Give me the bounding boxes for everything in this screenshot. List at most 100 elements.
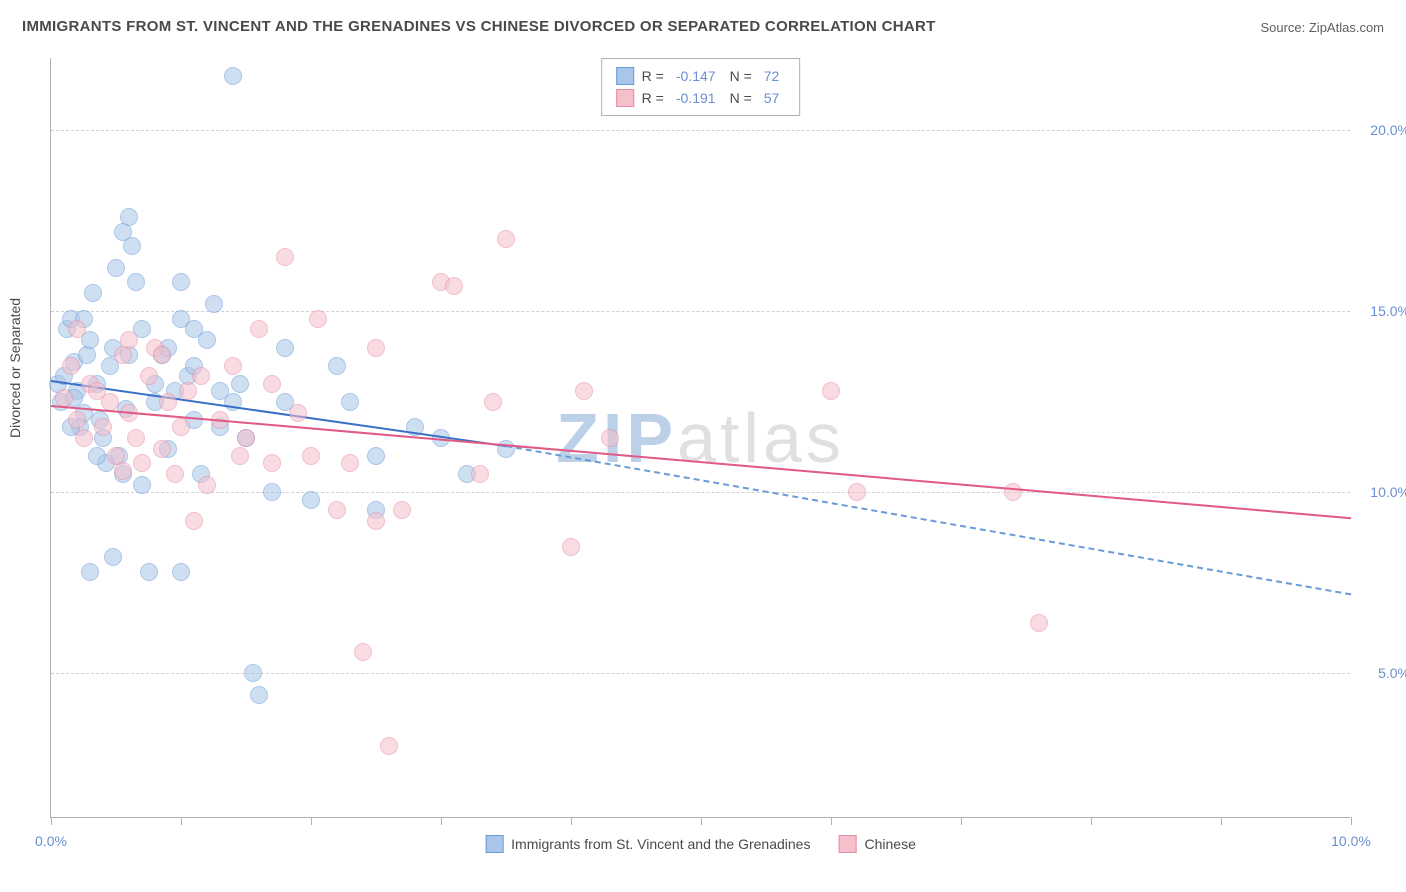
data-point — [328, 357, 346, 375]
data-point — [133, 454, 151, 472]
data-point — [224, 67, 242, 85]
data-point — [172, 273, 190, 291]
data-point — [367, 339, 385, 357]
data-point — [179, 382, 197, 400]
data-point — [263, 454, 281, 472]
gridline — [51, 311, 1350, 312]
data-point — [276, 248, 294, 266]
y-tick-label: 5.0% — [1355, 665, 1406, 681]
data-point — [562, 538, 580, 556]
data-point — [380, 737, 398, 755]
data-point — [341, 393, 359, 411]
data-point — [289, 404, 307, 422]
series-legend: Immigrants from St. Vincent and the Gren… — [485, 835, 916, 853]
legend-r-value-chinese: -0.191 — [676, 90, 716, 106]
data-point — [127, 273, 145, 291]
data-point — [205, 295, 223, 313]
data-point — [185, 320, 203, 338]
data-point — [848, 483, 866, 501]
legend-r-value-svg: -0.147 — [676, 68, 716, 84]
data-point — [484, 393, 502, 411]
x-tick — [961, 817, 962, 825]
data-point — [198, 476, 216, 494]
data-point — [250, 320, 268, 338]
data-point — [497, 440, 515, 458]
data-point — [224, 357, 242, 375]
data-point — [1004, 483, 1022, 501]
chart-title: IMMIGRANTS FROM ST. VINCENT AND THE GREN… — [22, 18, 936, 35]
legend-n-label: N = — [730, 90, 752, 106]
series-legend-item: Immigrants from St. Vincent and the Gren… — [485, 835, 810, 853]
source-attribution: Source: ZipAtlas.com — [1260, 20, 1384, 35]
data-point — [81, 563, 99, 581]
x-tick — [181, 817, 182, 825]
data-point — [328, 501, 346, 519]
data-point — [140, 367, 158, 385]
data-point — [68, 411, 86, 429]
data-point — [88, 447, 106, 465]
data-point — [153, 346, 171, 364]
x-tick — [831, 817, 832, 825]
data-point — [1030, 614, 1048, 632]
y-tick-label: 20.0% — [1355, 122, 1406, 138]
series-label-svg: Immigrants from St. Vincent and the Gren… — [511, 836, 810, 852]
data-point — [250, 686, 268, 704]
data-point — [120, 208, 138, 226]
data-point — [231, 447, 249, 465]
data-point — [231, 375, 249, 393]
data-point — [497, 230, 515, 248]
correlation-legend-row: R = -0.191 N = 57 — [616, 87, 786, 109]
gridline — [51, 130, 1350, 131]
x-tick — [311, 817, 312, 825]
regression-line — [51, 405, 1351, 519]
series-label-chinese: Chinese — [864, 836, 915, 852]
watermark-part2: atlas — [677, 399, 845, 477]
data-point — [237, 429, 255, 447]
data-point — [263, 375, 281, 393]
regression-line-extrapolated — [506, 445, 1351, 595]
data-point — [107, 259, 125, 277]
data-point — [822, 382, 840, 400]
data-point — [185, 512, 203, 530]
data-point — [101, 393, 119, 411]
data-point — [153, 440, 171, 458]
legend-r-label: R = — [642, 68, 664, 84]
legend-n-value-svg: 72 — [764, 68, 780, 84]
y-tick-label: 15.0% — [1355, 303, 1406, 319]
x-tick — [1091, 817, 1092, 825]
legend-swatch-chinese — [838, 835, 856, 853]
y-axis-label: Divorced or Separated — [7, 298, 23, 438]
data-point — [367, 447, 385, 465]
data-point — [104, 548, 122, 566]
x-tick — [571, 817, 572, 825]
data-point — [133, 476, 151, 494]
data-point — [601, 429, 619, 447]
data-point — [62, 357, 80, 375]
x-tick — [1221, 817, 1222, 825]
data-point — [263, 483, 281, 501]
legend-swatch-svg — [616, 67, 634, 85]
data-point — [123, 237, 141, 255]
data-point — [94, 418, 112, 436]
x-tick — [1351, 817, 1352, 825]
data-point — [68, 320, 86, 338]
data-point — [445, 277, 463, 295]
data-point — [367, 512, 385, 530]
series-legend-item: Chinese — [838, 835, 915, 853]
data-point — [341, 454, 359, 472]
data-point — [159, 393, 177, 411]
data-point — [309, 310, 327, 328]
y-tick-label: 10.0% — [1355, 484, 1406, 500]
data-point — [354, 643, 372, 661]
correlation-legend-row: R = -0.147 N = 72 — [616, 65, 786, 87]
data-point — [166, 465, 184, 483]
legend-r-label: R = — [642, 90, 664, 106]
data-point — [471, 465, 489, 483]
data-point — [192, 367, 210, 385]
data-point — [244, 664, 262, 682]
legend-swatch-svg — [485, 835, 503, 853]
data-point — [140, 563, 158, 581]
watermark: ZIPatlas — [556, 398, 845, 478]
data-point — [575, 382, 593, 400]
data-point — [84, 284, 102, 302]
